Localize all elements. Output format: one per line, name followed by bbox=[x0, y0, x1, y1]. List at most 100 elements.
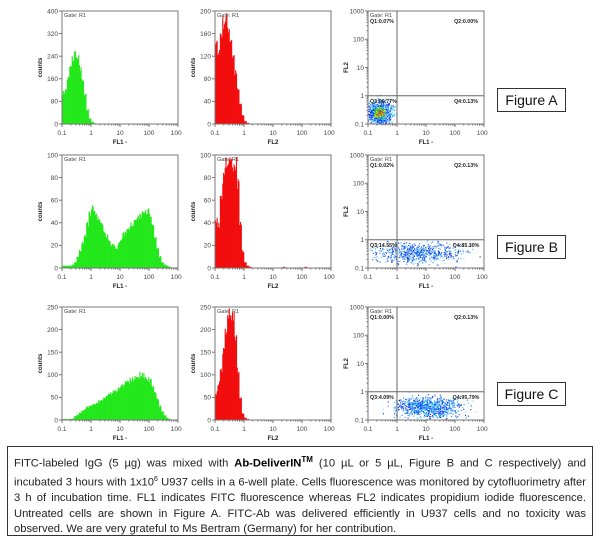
event-dot bbox=[437, 252, 439, 254]
event-dot bbox=[393, 259, 395, 262]
event-dot bbox=[453, 258, 455, 260]
event-dot bbox=[390, 109, 392, 111]
event-dot bbox=[392, 251, 394, 253]
event-dot bbox=[440, 245, 442, 247]
histogram-bar bbox=[140, 214, 142, 268]
event-dot bbox=[429, 253, 431, 255]
event-dot bbox=[444, 405, 446, 407]
event-dot bbox=[415, 404, 417, 407]
event-dot bbox=[372, 105, 375, 107]
event-dot bbox=[409, 252, 411, 255]
event-dot bbox=[385, 110, 387, 112]
event-dot bbox=[446, 403, 448, 405]
event-dot bbox=[458, 406, 461, 408]
event-dot bbox=[408, 260, 410, 262]
event-dot bbox=[414, 249, 416, 251]
event-dot bbox=[417, 405, 419, 407]
event-dot bbox=[434, 409, 436, 411]
event-dot bbox=[391, 116, 393, 118]
event-dot bbox=[447, 409, 449, 411]
histogram-bar bbox=[223, 347, 225, 420]
event-dot bbox=[392, 253, 394, 255]
event-dot bbox=[401, 250, 403, 252]
histogram-bar bbox=[231, 167, 234, 268]
event-dot bbox=[448, 400, 450, 402]
histogram-bar bbox=[244, 262, 246, 268]
event-dot bbox=[430, 397, 432, 399]
chart-svg: 0.11101001000FL1 -counts020406080100Gate… bbox=[38, 152, 186, 290]
event-dot bbox=[372, 104, 374, 106]
event-dot bbox=[402, 406, 405, 408]
event-dot bbox=[379, 119, 382, 121]
fl2-histogram-b: 0.11101001000FL2counts020406080100Gate: … bbox=[175, 147, 339, 299]
histogram-bar bbox=[78, 250, 81, 268]
histogram-bar bbox=[231, 158, 233, 268]
y-tick-label: 100 bbox=[353, 333, 364, 340]
event-dot bbox=[386, 260, 388, 262]
event-dot bbox=[434, 255, 436, 257]
event-dot bbox=[385, 252, 388, 254]
event-dot bbox=[378, 110, 380, 112]
histogram-bar bbox=[98, 219, 100, 268]
histogram-bar bbox=[235, 70, 237, 124]
event-dot bbox=[458, 414, 460, 416]
y-axis-label: FL2 bbox=[344, 358, 350, 369]
event-dot bbox=[404, 401, 406, 403]
event-dot bbox=[373, 115, 375, 118]
event-dot bbox=[388, 120, 390, 122]
event-dot bbox=[387, 111, 389, 113]
event-dot bbox=[398, 257, 400, 259]
event-dot bbox=[379, 112, 381, 114]
event-dot bbox=[379, 249, 381, 252]
event-dot bbox=[378, 122, 380, 124]
event-dot bbox=[427, 414, 430, 416]
event-dot bbox=[414, 252, 416, 254]
event-dot bbox=[446, 415, 448, 417]
histogram-bar bbox=[108, 393, 110, 420]
event-dot bbox=[454, 253, 456, 255]
event-dot bbox=[434, 254, 436, 256]
event-dot bbox=[405, 251, 407, 254]
event-dot bbox=[380, 117, 382, 119]
event-dot bbox=[419, 256, 421, 259]
x-tick-label: 100 bbox=[450, 426, 461, 433]
event-dot bbox=[418, 399, 420, 401]
histogram-bar bbox=[228, 29, 230, 125]
event-dot bbox=[422, 407, 425, 409]
histogram-bar bbox=[124, 381, 126, 420]
event-dot bbox=[413, 403, 415, 405]
histogram-bar bbox=[91, 121, 93, 124]
event-dot bbox=[413, 402, 415, 404]
histogram-bar bbox=[161, 262, 163, 268]
event-dot bbox=[412, 246, 414, 248]
histogram-bar bbox=[142, 377, 144, 420]
event-dot bbox=[380, 109, 382, 111]
x-tick-label: 1000 bbox=[324, 130, 335, 137]
histogram-bar bbox=[130, 222, 132, 268]
histogram-bar bbox=[86, 406, 88, 420]
event-dot bbox=[388, 104, 390, 106]
event-dot bbox=[440, 411, 442, 413]
event-dot bbox=[373, 109, 375, 111]
event-dot bbox=[431, 251, 433, 253]
event-dot bbox=[420, 416, 422, 419]
event-dot bbox=[422, 397, 424, 399]
histogram-bar bbox=[80, 413, 82, 420]
event-dot bbox=[426, 412, 428, 414]
event-dot bbox=[415, 397, 417, 400]
histogram-bar bbox=[82, 80, 84, 124]
histogram-bar bbox=[152, 387, 154, 420]
event-dot bbox=[409, 250, 411, 252]
event-dot bbox=[437, 242, 439, 244]
event-dot bbox=[445, 399, 447, 401]
y-axis-label: counts bbox=[191, 353, 197, 373]
event-dot bbox=[411, 409, 413, 411]
event-dot bbox=[414, 412, 416, 414]
event-dot bbox=[434, 401, 436, 403]
event-dot bbox=[448, 406, 450, 408]
event-dot bbox=[450, 407, 453, 409]
event-dot bbox=[426, 250, 428, 252]
event-dot bbox=[417, 413, 419, 415]
histogram-bar bbox=[220, 368, 222, 420]
event-dot bbox=[440, 246, 442, 248]
